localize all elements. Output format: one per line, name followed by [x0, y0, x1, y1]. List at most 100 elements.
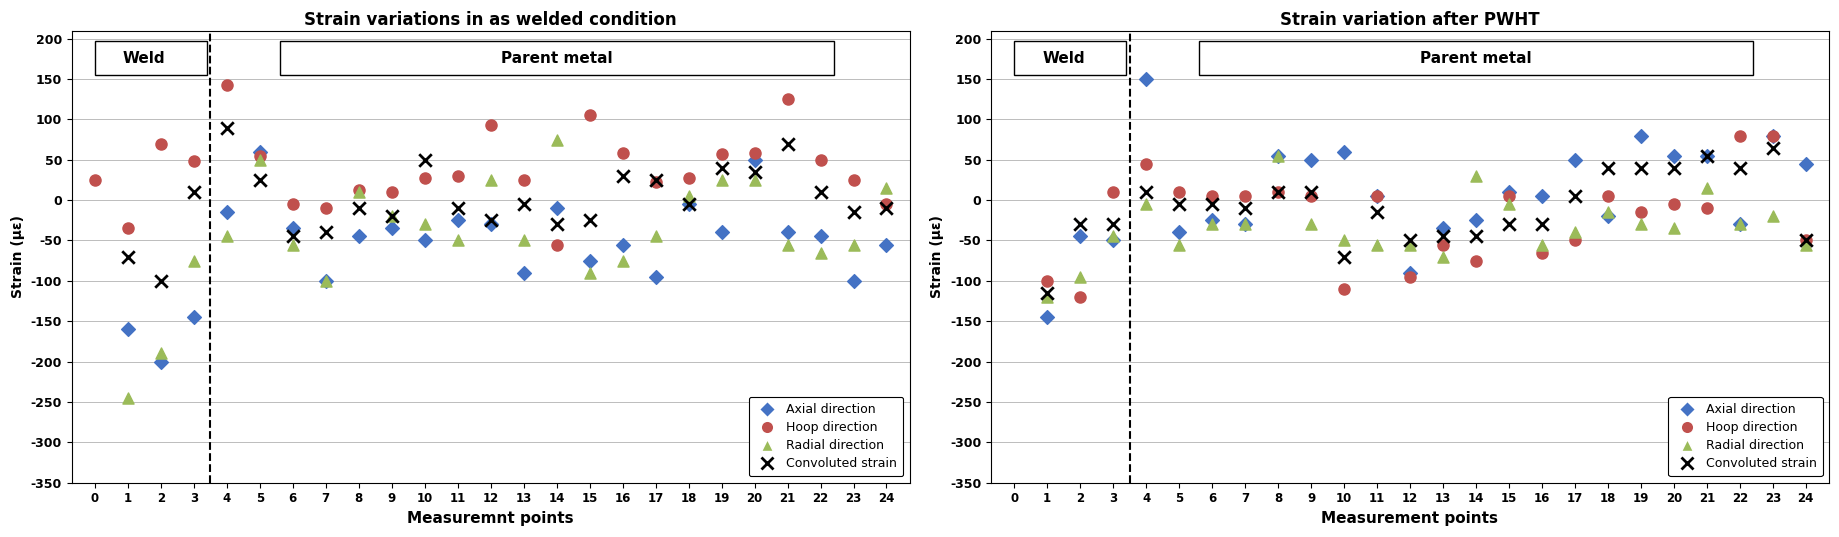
Point — [1593, 208, 1622, 216]
Point — [1032, 277, 1061, 285]
Point — [311, 228, 340, 237]
Point — [509, 176, 539, 184]
Point — [1427, 224, 1456, 233]
Point — [839, 277, 868, 285]
Point — [1032, 289, 1061, 297]
Point — [543, 204, 572, 213]
Point — [410, 236, 440, 245]
Point — [1197, 200, 1227, 208]
Point — [1725, 131, 1754, 140]
Point — [805, 156, 835, 164]
Point — [1626, 164, 1655, 172]
Point — [1328, 285, 1357, 293]
Point — [1559, 228, 1589, 237]
Point — [1559, 192, 1589, 200]
Point — [1065, 272, 1094, 281]
Point — [1626, 131, 1655, 140]
Point — [839, 208, 868, 216]
Point — [1789, 236, 1819, 245]
Point — [673, 173, 702, 182]
Point — [607, 256, 636, 265]
Legend: Axial direction, Hoop direction, Radial direction, Convoluted strain: Axial direction, Hoop direction, Radial … — [1668, 397, 1822, 476]
Point — [344, 186, 373, 195]
Point — [1065, 293, 1094, 301]
Point — [1394, 268, 1423, 277]
Point — [311, 277, 340, 285]
Point — [543, 240, 572, 249]
Point — [1493, 188, 1523, 197]
Point — [1230, 220, 1260, 229]
Point — [739, 168, 769, 176]
Point — [1197, 216, 1227, 224]
Point — [574, 268, 603, 277]
Point — [1626, 220, 1655, 229]
Point — [1526, 220, 1556, 229]
Point — [1328, 252, 1357, 261]
Point — [772, 140, 802, 148]
Point — [311, 204, 340, 213]
Point — [1032, 293, 1061, 301]
X-axis label: Measuremnt points: Measuremnt points — [406, 511, 574, 526]
Point — [1296, 192, 1326, 200]
Point — [1164, 188, 1194, 197]
Point — [607, 240, 636, 249]
Point — [706, 150, 736, 158]
Point — [211, 232, 241, 241]
Point — [1361, 208, 1390, 216]
Point — [81, 176, 110, 184]
Point — [410, 156, 440, 164]
Point — [673, 200, 702, 208]
Point — [1328, 236, 1357, 245]
Point — [1460, 172, 1490, 180]
Point — [1526, 240, 1556, 249]
Title: Strain variations in as welded condition: Strain variations in as welded condition — [303, 11, 677, 29]
Point — [1361, 192, 1390, 200]
Y-axis label: Strain (με): Strain (με) — [931, 215, 943, 298]
Point — [1296, 188, 1326, 197]
Point — [245, 176, 274, 184]
Point — [1427, 252, 1456, 261]
Point — [1756, 131, 1786, 140]
FancyBboxPatch shape — [96, 41, 208, 75]
Point — [1427, 232, 1456, 241]
Point — [805, 248, 835, 257]
Point — [872, 240, 901, 249]
Text: Weld: Weld — [1041, 50, 1085, 66]
Point — [1263, 188, 1293, 197]
Text: Parent metal: Parent metal — [500, 50, 612, 66]
Point — [1526, 248, 1556, 257]
Point — [211, 123, 241, 132]
Point — [1593, 212, 1622, 221]
Point — [344, 232, 373, 241]
Point — [1164, 200, 1194, 208]
Point — [1756, 131, 1786, 140]
FancyBboxPatch shape — [1013, 41, 1125, 75]
Point — [178, 157, 208, 166]
Point — [706, 176, 736, 184]
Point — [1197, 192, 1227, 200]
Point — [805, 188, 835, 197]
Point — [607, 149, 636, 158]
Point — [211, 208, 241, 216]
Point — [739, 156, 769, 164]
Point — [377, 212, 406, 221]
Point — [1725, 220, 1754, 229]
Point — [145, 277, 175, 285]
Point — [1032, 313, 1061, 322]
Point — [1263, 151, 1293, 160]
Point — [278, 224, 307, 233]
Point — [443, 204, 473, 213]
Point — [1164, 240, 1194, 249]
Point — [377, 188, 406, 197]
Point — [1659, 200, 1688, 208]
FancyBboxPatch shape — [280, 41, 833, 75]
Point — [1328, 148, 1357, 156]
Point — [112, 252, 142, 261]
Point — [443, 172, 473, 180]
Point — [1460, 232, 1490, 241]
Point — [1131, 159, 1160, 168]
Point — [476, 220, 506, 229]
Point — [1789, 236, 1819, 245]
Point — [1230, 192, 1260, 200]
Point — [377, 224, 406, 233]
